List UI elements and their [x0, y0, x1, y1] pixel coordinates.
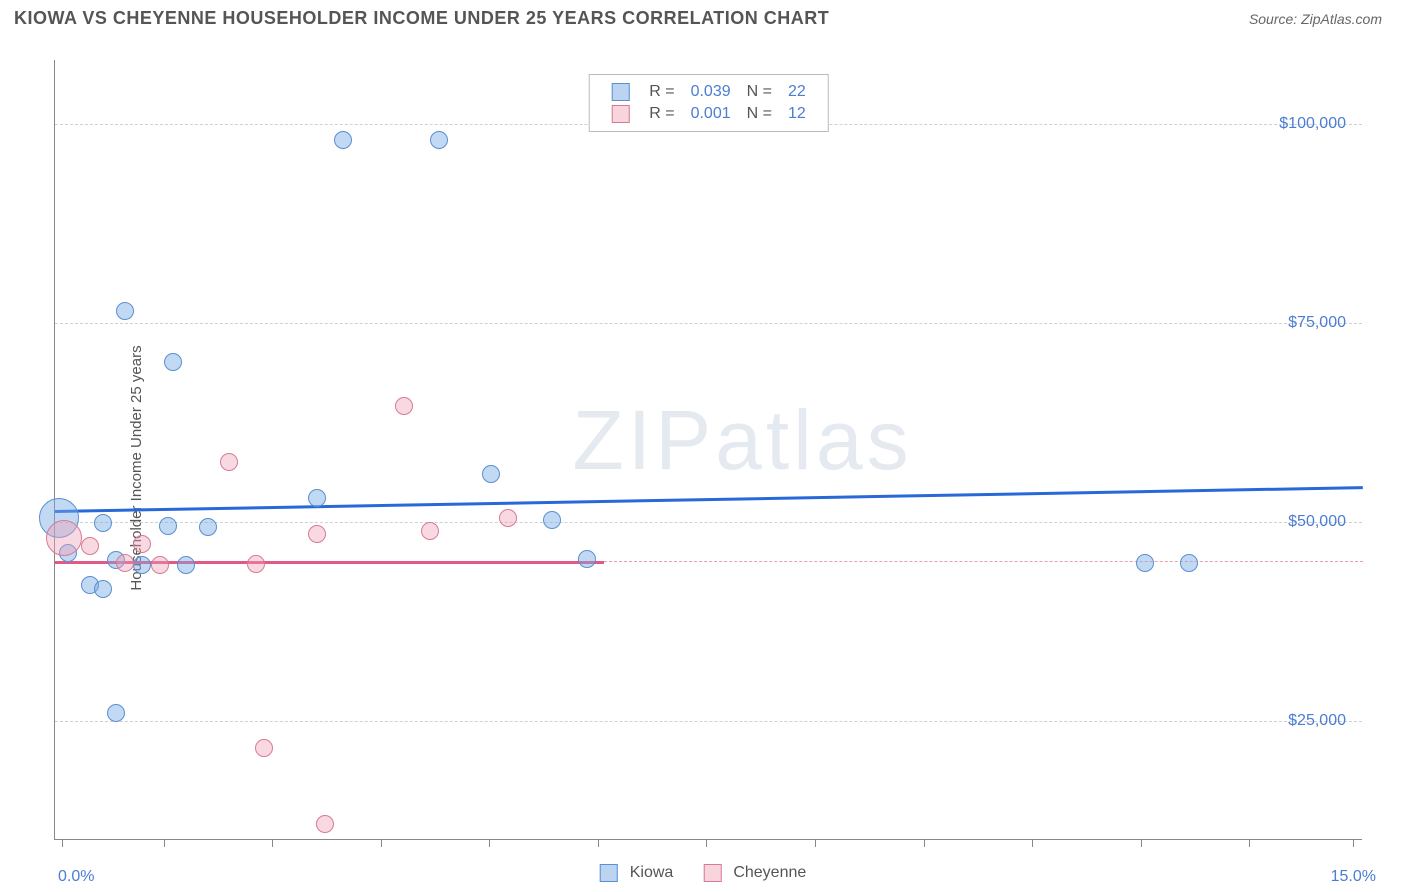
x-tick	[1141, 839, 1142, 847]
data-point	[116, 302, 134, 320]
data-point	[81, 537, 99, 555]
data-point	[46, 520, 82, 556]
data-point	[116, 554, 134, 572]
plot-area: ZIPatlas R =0.039 N =22 R =0.001 N =12 $…	[54, 60, 1362, 840]
legend-item-cheyenne: Cheyenne	[703, 864, 806, 882]
data-point	[151, 556, 169, 574]
x-tick	[1249, 839, 1250, 847]
data-point	[164, 353, 182, 371]
data-point	[255, 739, 273, 757]
x-tick	[1032, 839, 1033, 847]
legend-stats: R =0.039 N =22 R =0.001 N =12	[588, 74, 829, 132]
watermark: ZIPatlas	[572, 391, 912, 488]
data-point	[159, 517, 177, 535]
n-value-cheyenne: 12	[780, 103, 814, 125]
x-tick	[381, 839, 382, 847]
trend-line	[604, 561, 1363, 562]
x-tick	[62, 839, 63, 847]
data-point	[199, 518, 217, 536]
r-value-cheyenne: 0.001	[683, 103, 739, 125]
data-point	[308, 489, 326, 507]
data-point	[220, 453, 238, 471]
x-tick	[1353, 839, 1354, 847]
r-value-kiowa: 0.039	[683, 81, 739, 103]
data-point	[1136, 554, 1154, 572]
data-point	[578, 550, 596, 568]
data-point	[133, 556, 151, 574]
legend-label-cheyenne: Cheyenne	[733, 864, 806, 882]
chart-header: KIOWA VS CHEYENNE HOUSEHOLDER INCOME UND…	[0, 0, 1406, 37]
data-point	[421, 522, 439, 540]
chart-source: Source: ZipAtlas.com	[1249, 11, 1382, 27]
data-point	[543, 511, 561, 529]
x-tick	[164, 839, 165, 847]
data-point	[1180, 554, 1198, 572]
x-axis-min-label: 0.0%	[58, 868, 94, 886]
x-tick	[924, 839, 925, 847]
data-point	[94, 580, 112, 598]
chart-container: Householder Income Under 25 years ZIPatl…	[0, 44, 1406, 892]
data-point	[94, 514, 112, 532]
swatch-pink-icon	[611, 105, 629, 123]
y-tick-label: $50,000	[1288, 513, 1346, 531]
data-point	[430, 131, 448, 149]
y-tick-label: $100,000	[1279, 115, 1346, 133]
chart-title: KIOWA VS CHEYENNE HOUSEHOLDER INCOME UND…	[14, 8, 829, 29]
y-tick-label: $25,000	[1288, 712, 1346, 730]
data-point	[499, 509, 517, 527]
data-point	[482, 465, 500, 483]
legend-label-kiowa: Kiowa	[630, 864, 674, 882]
data-point	[316, 815, 334, 833]
data-point	[107, 704, 125, 722]
swatch-blue-icon	[600, 864, 618, 882]
legend-item-kiowa: Kiowa	[600, 864, 674, 882]
swatch-blue-icon	[611, 83, 629, 101]
trend-line	[55, 486, 1363, 512]
gridline	[55, 721, 1362, 722]
gridline	[55, 323, 1362, 324]
x-tick	[272, 839, 273, 847]
data-point	[247, 555, 265, 573]
gridline	[55, 522, 1362, 523]
swatch-pink-icon	[703, 864, 721, 882]
x-tick	[815, 839, 816, 847]
x-tick	[598, 839, 599, 847]
data-point	[177, 556, 195, 574]
x-axis-max-label: 15.0%	[1331, 868, 1376, 886]
y-tick-label: $75,000	[1288, 314, 1346, 332]
data-point	[133, 535, 151, 553]
data-point	[308, 525, 326, 543]
legend-row-cheyenne: R =0.001 N =12	[603, 103, 814, 125]
x-tick	[706, 839, 707, 847]
legend-row-kiowa: R =0.039 N =22	[603, 81, 814, 103]
legend-bottom: Kiowa Cheyenne	[600, 864, 807, 882]
data-point	[395, 397, 413, 415]
x-tick	[489, 839, 490, 847]
n-value-kiowa: 22	[780, 81, 814, 103]
data-point	[334, 131, 352, 149]
